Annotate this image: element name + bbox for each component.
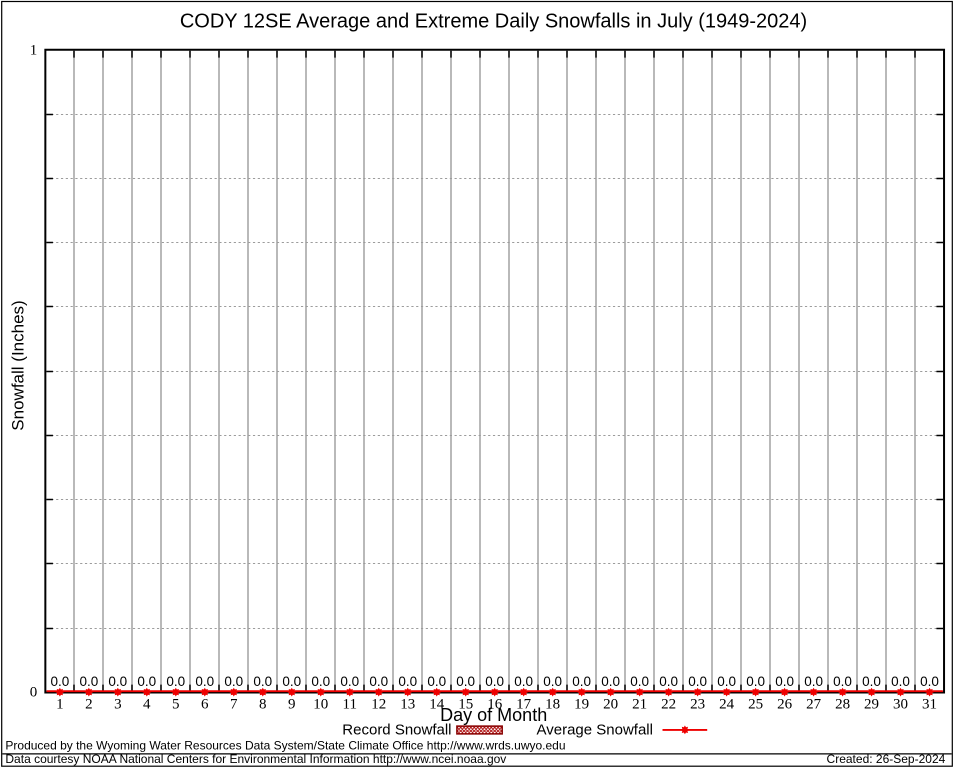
svg-text:22: 22 <box>661 697 676 713</box>
svg-text:0.0: 0.0 <box>543 674 562 689</box>
svg-text:0.0: 0.0 <box>485 674 504 689</box>
svg-text:0.0: 0.0 <box>862 674 881 689</box>
svg-text:0.0: 0.0 <box>659 674 678 689</box>
svg-text:0.0: 0.0 <box>775 674 794 689</box>
svg-text:9: 9 <box>288 697 296 713</box>
svg-text:Record Snowfall: Record Snowfall <box>342 722 451 739</box>
svg-text:0.0: 0.0 <box>717 674 736 689</box>
svg-text:28: 28 <box>835 697 850 713</box>
svg-text:0.0: 0.0 <box>601 674 620 689</box>
svg-text:13: 13 <box>400 697 415 713</box>
svg-text:0.0: 0.0 <box>630 674 649 689</box>
svg-text:0.0: 0.0 <box>137 674 156 689</box>
svg-text:26: 26 <box>777 697 793 713</box>
svg-text:2: 2 <box>85 697 93 713</box>
svg-text:17: 17 <box>516 697 532 713</box>
svg-text:0.0: 0.0 <box>79 674 98 689</box>
svg-text:0.0: 0.0 <box>50 674 69 689</box>
svg-text:0.0: 0.0 <box>195 674 214 689</box>
svg-text:Snowfall (Inches): Snowfall (Inches) <box>8 300 27 430</box>
svg-text:5: 5 <box>172 697 180 713</box>
svg-text:23: 23 <box>690 697 705 713</box>
svg-text:0: 0 <box>30 685 38 701</box>
svg-text:0.0: 0.0 <box>369 674 388 689</box>
svg-text:6: 6 <box>201 697 209 713</box>
svg-text:Day of Month: Day of Month <box>440 705 547 725</box>
svg-text:0.0: 0.0 <box>398 674 417 689</box>
svg-text:0.0: 0.0 <box>746 674 765 689</box>
svg-text:4: 4 <box>143 697 151 713</box>
svg-text:0.0: 0.0 <box>427 674 446 689</box>
svg-text:18: 18 <box>545 697 560 713</box>
svg-text:20: 20 <box>603 697 618 713</box>
svg-text:11: 11 <box>343 697 357 713</box>
svg-text:0.0: 0.0 <box>340 674 359 689</box>
svg-text:0.0: 0.0 <box>108 674 127 689</box>
svg-text:15: 15 <box>458 697 473 713</box>
svg-text:12: 12 <box>371 697 386 713</box>
svg-text:0.0: 0.0 <box>920 674 939 689</box>
svg-text:0.0: 0.0 <box>224 674 243 689</box>
svg-text:0.0: 0.0 <box>311 674 330 689</box>
svg-text:0.0: 0.0 <box>572 674 591 689</box>
svg-text:1: 1 <box>30 42 38 58</box>
svg-text:Produced by the Wyoming Water: Produced by the Wyoming Water Resources … <box>5 738 565 752</box>
svg-text:27: 27 <box>806 697 822 713</box>
svg-text:24: 24 <box>719 697 735 713</box>
svg-text:30: 30 <box>893 697 908 713</box>
svg-text:0.0: 0.0 <box>166 674 185 689</box>
svg-text:CODY 12SE Average and Extreme: CODY 12SE Average and Extreme Daily Snow… <box>180 10 807 32</box>
svg-text:8: 8 <box>259 697 267 713</box>
svg-text:3: 3 <box>114 697 122 713</box>
svg-text:16: 16 <box>487 697 503 713</box>
svg-text:21: 21 <box>632 697 647 713</box>
svg-text:7: 7 <box>230 697 238 713</box>
svg-text:1: 1 <box>56 697 64 713</box>
svg-text:0.0: 0.0 <box>833 674 852 689</box>
svg-text:0.0: 0.0 <box>804 674 823 689</box>
svg-text:0.0: 0.0 <box>688 674 707 689</box>
svg-text:0.0: 0.0 <box>282 674 301 689</box>
svg-text:Created: 26-Sep-2024: Created: 26-Sep-2024 <box>827 752 946 766</box>
svg-text:Data courtesy NOAA National Ce: Data courtesy NOAA National Centers for … <box>5 752 506 766</box>
svg-text:0.0: 0.0 <box>253 674 272 689</box>
svg-text:Average Snowfall: Average Snowfall <box>537 722 653 739</box>
svg-text:14: 14 <box>429 697 445 713</box>
svg-text:0.0: 0.0 <box>891 674 910 689</box>
svg-text:0.0: 0.0 <box>456 674 475 689</box>
svg-text:19: 19 <box>574 697 589 713</box>
svg-text:29: 29 <box>864 697 879 713</box>
svg-text:0.0: 0.0 <box>514 674 533 689</box>
svg-text:10: 10 <box>313 697 328 713</box>
svg-text:31: 31 <box>922 697 937 713</box>
svg-text:25: 25 <box>748 697 763 713</box>
